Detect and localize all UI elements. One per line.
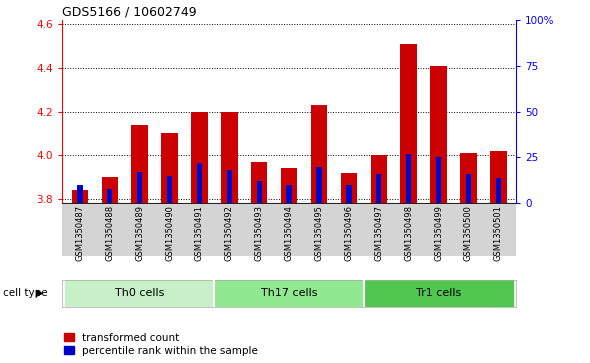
Text: GDS5166 / 10602749: GDS5166 / 10602749 [62,6,196,19]
Text: GSM1350498: GSM1350498 [404,205,413,261]
Text: ▶: ▶ [37,288,44,298]
Bar [77,185,83,203]
Bar [376,174,381,203]
Text: GSM1350490: GSM1350490 [165,205,174,261]
Bar [65,280,214,307]
Text: GSM1350489: GSM1350489 [135,205,144,261]
Bar [364,280,513,307]
Bar [401,44,417,203]
Text: GSM1350491: GSM1350491 [195,205,204,261]
Bar [430,66,447,203]
Bar [251,162,267,203]
Bar [490,151,507,203]
Text: GSM1350500: GSM1350500 [464,205,473,261]
Bar [214,280,364,307]
Text: Tr1 cells: Tr1 cells [416,288,461,298]
Bar [406,154,411,203]
Bar [316,167,322,203]
Text: cell type: cell type [3,288,48,298]
Text: GSM1350495: GSM1350495 [314,205,323,261]
Bar [191,112,208,203]
Bar [257,181,262,203]
Bar [167,176,172,203]
Text: GSM1350496: GSM1350496 [345,205,353,261]
Bar [371,155,387,203]
Bar [227,170,232,203]
Bar [311,105,327,203]
Text: GSM1350493: GSM1350493 [255,205,264,261]
Bar [496,178,501,203]
Bar [281,168,297,203]
Bar [346,185,352,203]
Bar [466,174,471,203]
Text: GSM1350492: GSM1350492 [225,205,234,261]
Text: Th17 cells: Th17 cells [261,288,317,298]
Bar [71,190,88,203]
Text: GSM1350499: GSM1350499 [434,205,443,261]
Text: GSM1350488: GSM1350488 [105,205,114,261]
Bar [101,177,118,203]
Text: GSM1350494: GSM1350494 [284,205,294,261]
Bar [161,134,178,203]
Bar [107,189,113,203]
Text: GSM1350497: GSM1350497 [374,205,384,261]
Legend: transformed count, percentile rank within the sample: transformed count, percentile rank withi… [64,333,258,356]
Text: GSM1350487: GSM1350487 [76,205,84,261]
Text: GSM1350501: GSM1350501 [494,205,503,261]
Bar [137,172,142,203]
Bar [436,158,441,203]
Bar [132,125,148,203]
Bar [340,173,357,203]
Bar [197,163,202,203]
Bar [287,185,291,203]
Bar [221,112,238,203]
Bar [460,153,477,203]
Text: Th0 cells: Th0 cells [115,288,165,298]
